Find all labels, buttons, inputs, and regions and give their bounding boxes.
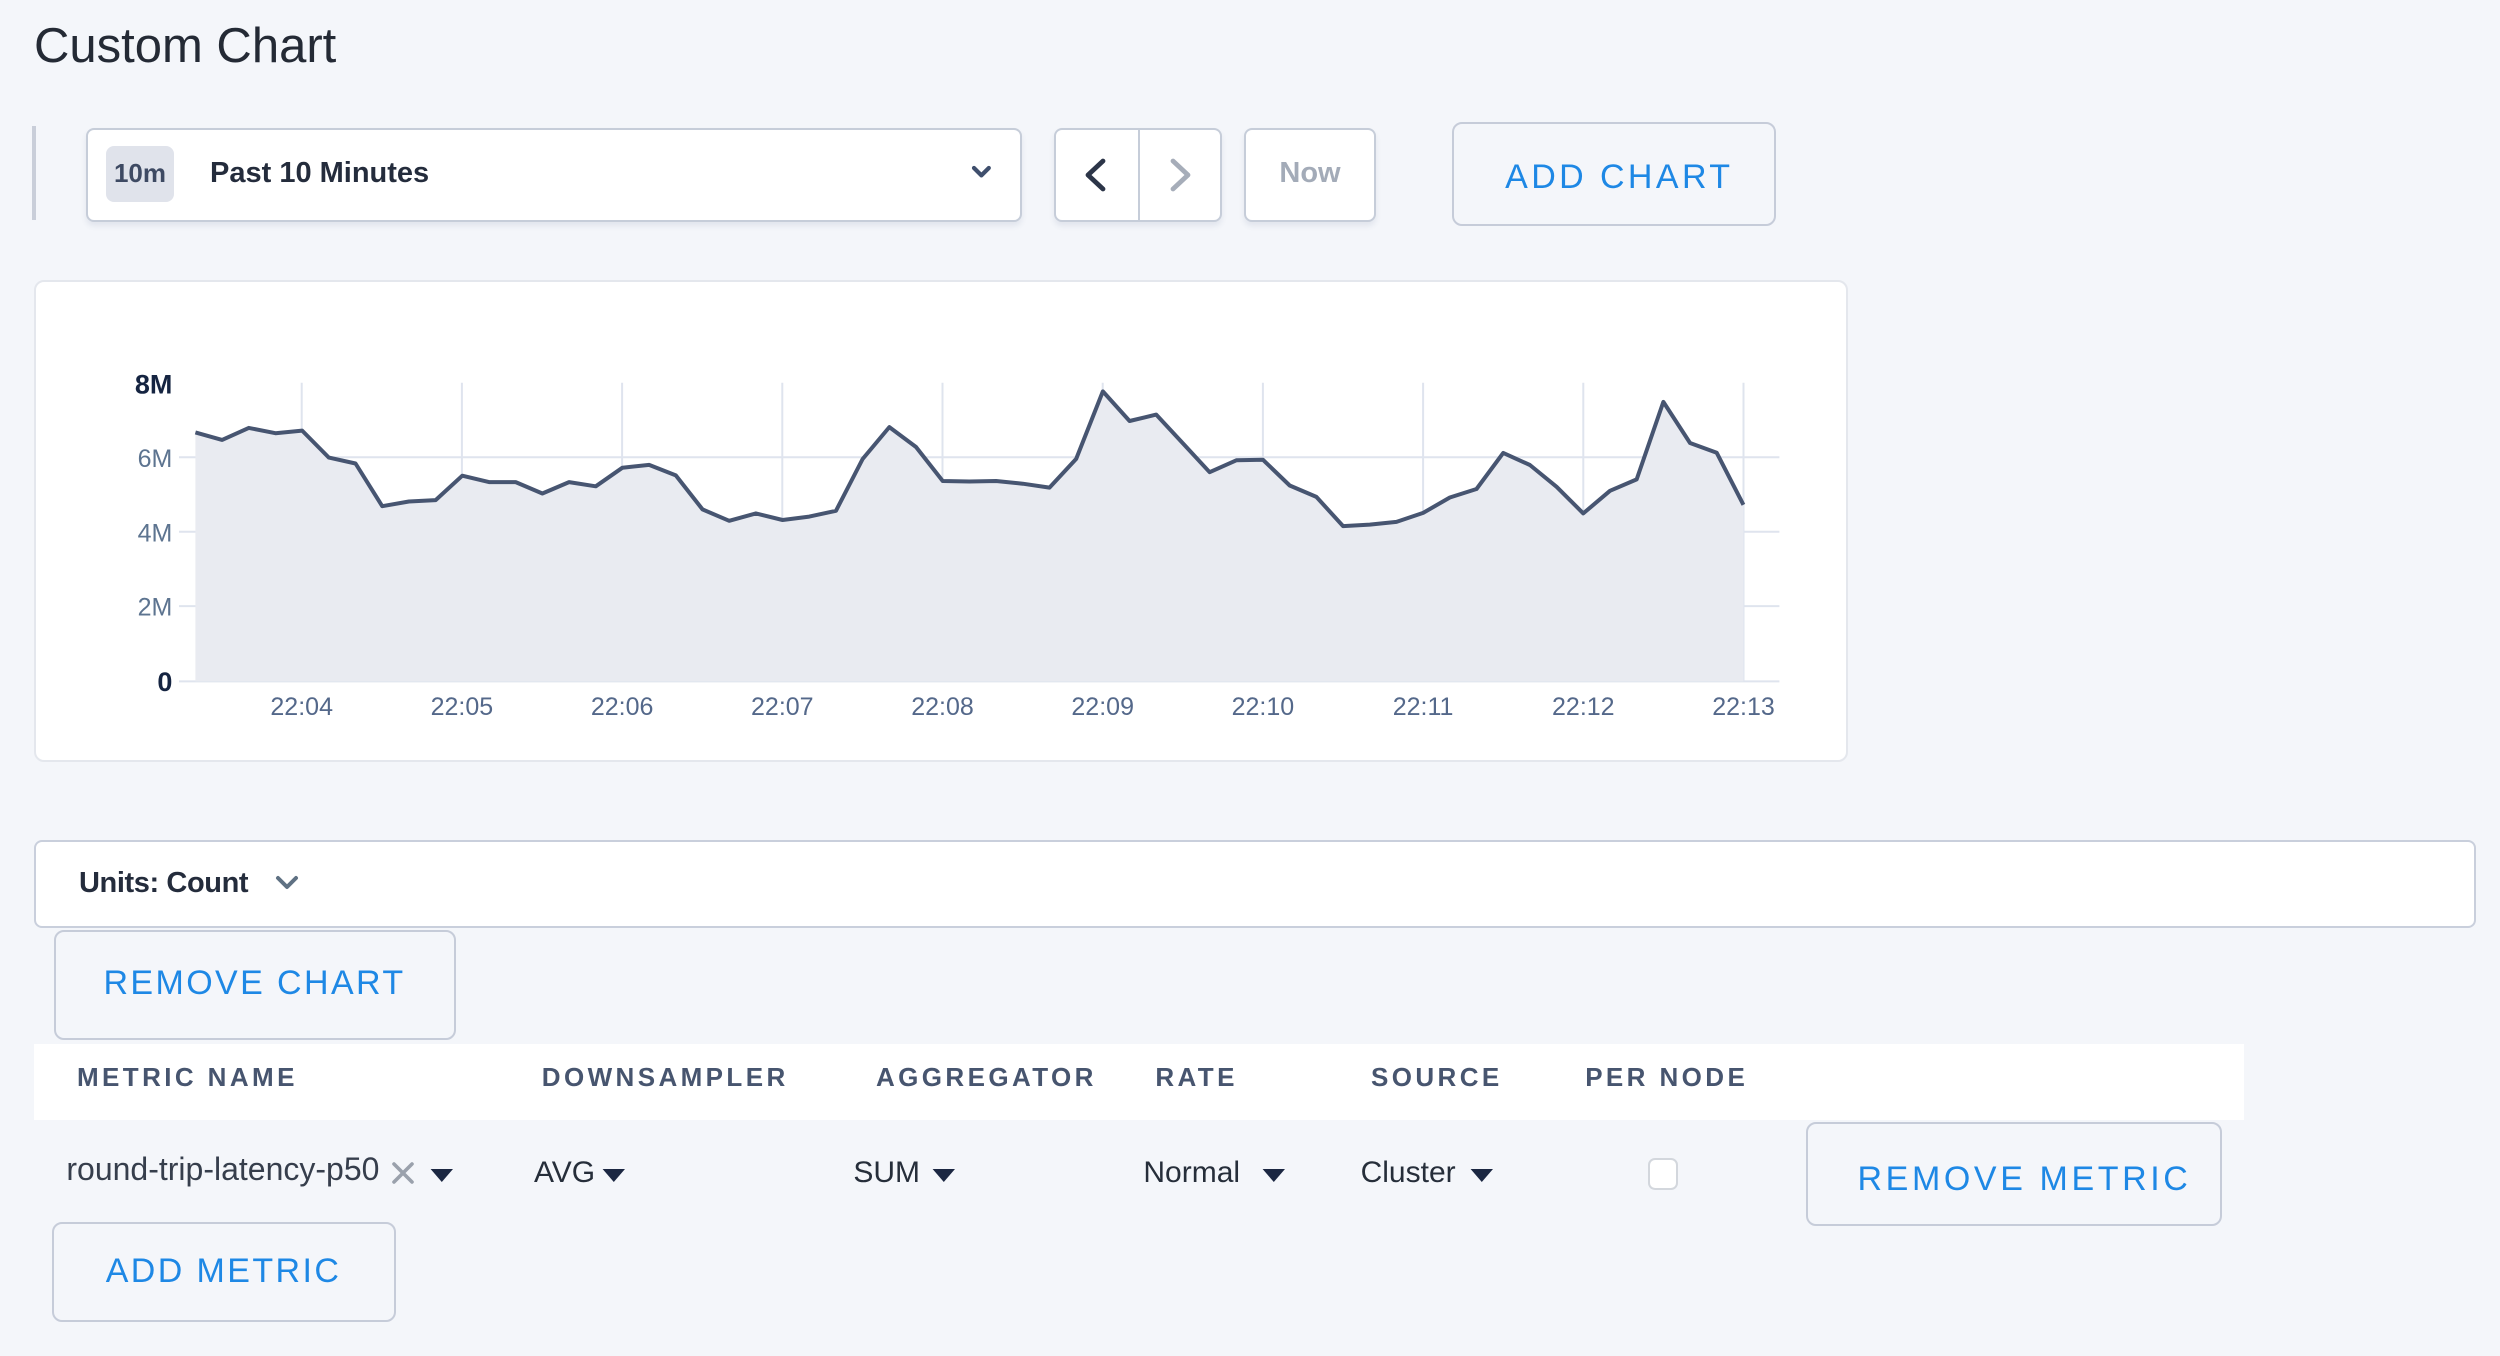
svg-text:22:07: 22:07 [751, 693, 814, 721]
svg-text:0: 0 [157, 667, 172, 697]
svg-text:22:05: 22:05 [430, 693, 493, 721]
svg-text:22:04: 22:04 [270, 693, 333, 721]
svg-text:22:06: 22:06 [590, 693, 653, 721]
svg-text:22:11: 22:11 [1392, 693, 1453, 721]
svg-text:4M: 4M [137, 520, 172, 548]
svg-text:22:12: 22:12 [1552, 693, 1615, 721]
svg-text:22:08: 22:08 [911, 693, 974, 721]
svg-text:8M: 8M [134, 370, 172, 400]
svg-text:2M: 2M [137, 594, 172, 622]
svg-text:6M: 6M [137, 445, 172, 473]
svg-text:22:10: 22:10 [1231, 693, 1294, 721]
svg-text:22:09: 22:09 [1071, 693, 1134, 721]
svg-text:22:13: 22:13 [1712, 693, 1775, 721]
